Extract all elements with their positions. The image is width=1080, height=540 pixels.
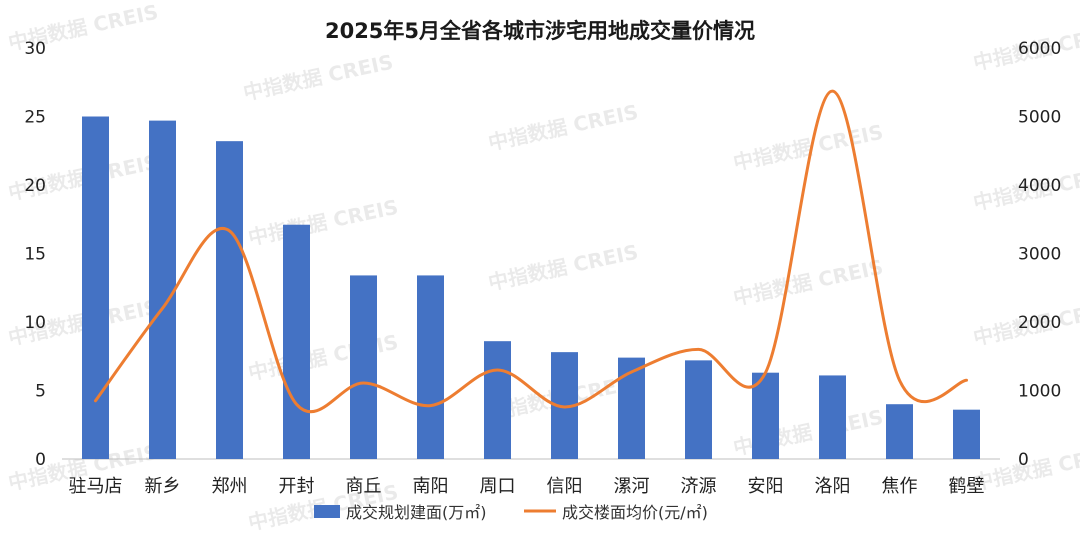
right-axis-tick-label: 2000	[1018, 313, 1061, 333]
category-labels: 驻马店 新乡 郑州 开封 商丘 南阳 周口 信阳 漯河 济源 安阳 洛阳 焦作 鹤壁	[69, 476, 985, 497]
legend-line-label: 成交楼面均价(元/㎡)	[562, 503, 708, 522]
bar	[82, 116, 109, 459]
legend-bar-label: 成交规划建面(万㎡)	[346, 503, 487, 522]
watermark-text: 中指数据 CREIS	[246, 195, 400, 250]
category-label: 鹤壁	[949, 476, 985, 497]
right-axis-tick-label: 3000	[1018, 245, 1061, 265]
left-axis: 0 5 10 15 20 25 30	[24, 39, 46, 470]
bar	[417, 275, 444, 459]
bar	[685, 360, 712, 459]
bar	[886, 404, 913, 459]
legend-bar-swatch	[314, 505, 340, 518]
bar	[484, 341, 511, 459]
left-axis-tick-label: 5	[35, 382, 46, 402]
category-label: 周口	[480, 476, 516, 497]
price-line	[94, 89, 968, 414]
left-axis-tick-label: 15	[24, 245, 46, 265]
watermark-text: 中指数据 CREIS	[486, 100, 640, 155]
right-axis-tick-label: 4000	[1018, 176, 1061, 196]
left-axis-tick-label: 10	[24, 313, 46, 333]
bar	[350, 275, 377, 459]
category-label: 焦作	[882, 476, 918, 497]
watermark-text: 中指数据 CREIS	[486, 240, 640, 295]
category-label: 开封	[279, 476, 315, 497]
category-label: 新乡	[145, 476, 181, 497]
category-label: 安阳	[748, 476, 784, 497]
category-label: 漯河	[614, 476, 650, 497]
bar	[216, 141, 243, 459]
category-label: 郑州	[212, 476, 248, 497]
left-axis-tick-label: 25	[24, 108, 46, 128]
right-axis-tick-label: 5000	[1018, 108, 1061, 128]
watermark-text: 中指数据 CREIS	[241, 50, 395, 105]
left-axis-tick-label: 30	[24, 39, 46, 59]
category-label: 商丘	[346, 476, 382, 497]
bar	[819, 375, 846, 459]
bar	[283, 224, 310, 459]
category-label: 驻马店	[69, 476, 123, 497]
right-axis: 0 1000 2000 3000 4000 5000 6000	[1018, 39, 1061, 470]
bar	[618, 357, 645, 459]
category-label: 信阳	[547, 476, 583, 497]
right-axis-tick-label: 0	[1018, 450, 1029, 470]
bar	[953, 409, 980, 459]
category-label: 洛阳	[815, 476, 851, 497]
watermark-text: 中指数据 CREIS	[731, 255, 885, 310]
bar	[752, 372, 779, 459]
category-label: 济源	[681, 476, 717, 497]
right-axis-tick-label: 1000	[1018, 382, 1061, 402]
bar-series	[82, 116, 980, 460]
category-label: 南阳	[413, 476, 449, 497]
legend: 成交规划建面(万㎡) 成交楼面均价(元/㎡)	[314, 503, 708, 522]
bar	[149, 120, 176, 460]
right-axis-tick-label: 6000	[1018, 39, 1061, 59]
left-axis-tick-label: 0	[35, 450, 46, 470]
left-axis-tick-label: 20	[24, 176, 46, 196]
chart-title: 2025年5月全省各城市涉宅用地成交量价情况	[325, 19, 755, 43]
